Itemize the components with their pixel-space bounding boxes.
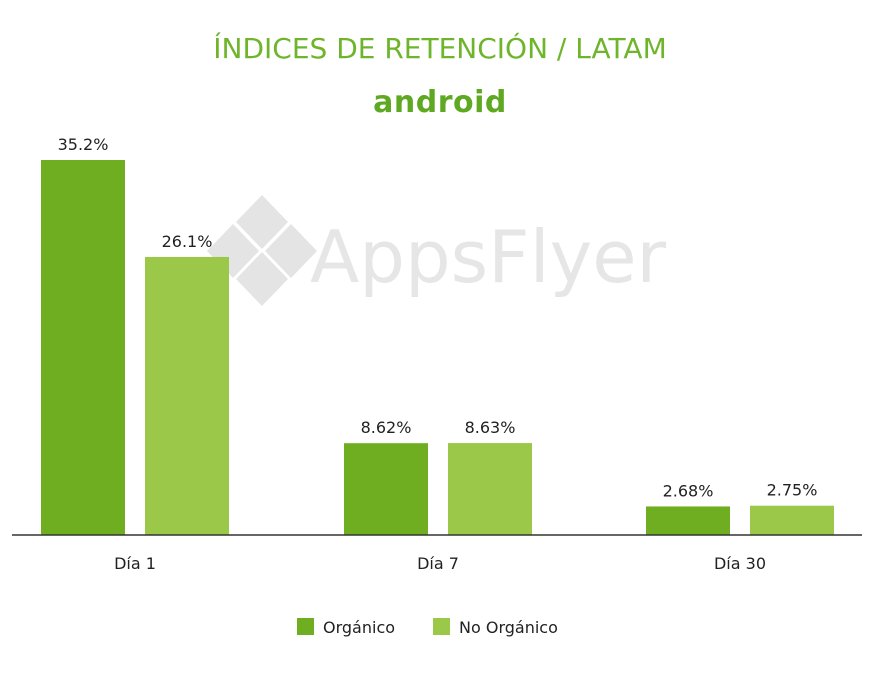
appsflyer-watermark: AppsFlyer [207, 195, 666, 306]
x-tick-label-3: Día 30 [714, 554, 766, 573]
legend-swatch-organico [297, 618, 314, 635]
legend-swatch-no-organico [433, 618, 450, 635]
appsflyer-logo-icon [207, 195, 317, 306]
chart-title: ÍNDICES DE RETENCIÓN / LATAM [213, 31, 666, 65]
legend: Orgánico No Orgánico [297, 618, 558, 637]
bar-no-organico-2 [448, 443, 532, 535]
watermark-text: AppsFlyer [310, 215, 666, 299]
value-label-organico-3: 2.68% [663, 481, 714, 500]
value-label-organico-1: 35.2% [58, 135, 109, 154]
value-labels-layer: 35.2% 26.1% 8.62% 8.63% 2.68% 2.75% [58, 135, 818, 500]
bars-layer [41, 160, 834, 535]
x-ticks-layer: Día 1 Día 7 Día 30 [114, 554, 766, 573]
chart-subtitle: android [373, 85, 507, 120]
value-label-no-organico-3: 2.75% [767, 481, 818, 500]
value-label-no-organico-2: 8.63% [465, 418, 516, 437]
bar-no-organico-3 [750, 505, 834, 535]
legend-label-no-organico: No Orgánico [459, 618, 558, 637]
x-tick-label-1: Día 1 [114, 554, 156, 573]
value-label-no-organico-1: 26.1% [162, 232, 213, 251]
x-tick-label-2: Día 7 [417, 554, 459, 573]
bar-no-organico-1 [145, 256, 229, 535]
bar-organico-3 [646, 506, 730, 535]
bar-organico-2 [344, 443, 428, 535]
bar-organico-1 [41, 160, 125, 535]
legend-label-organico: Orgánico [323, 618, 395, 637]
value-label-organico-2: 8.62% [361, 418, 412, 437]
